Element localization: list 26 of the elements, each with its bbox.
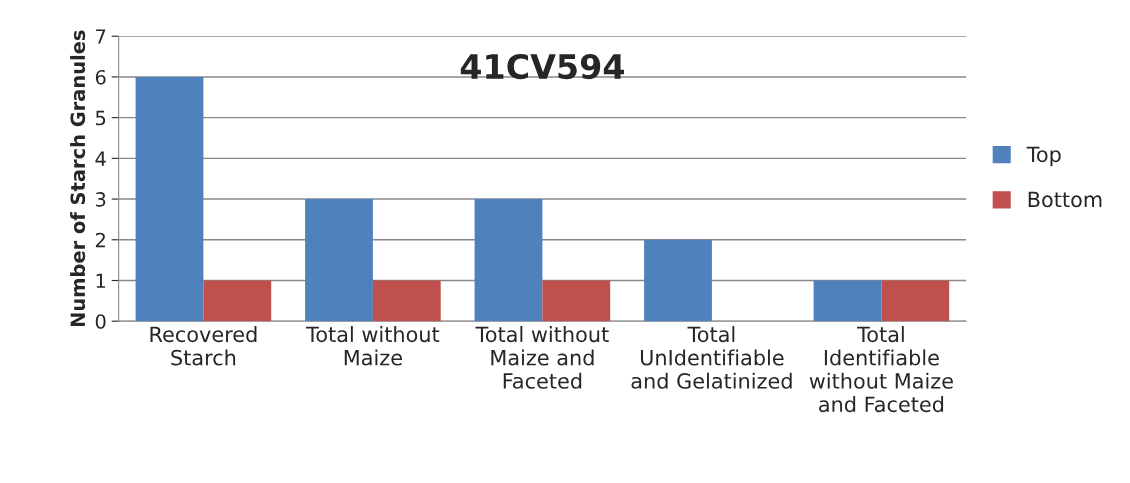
bar: [474, 199, 543, 322]
y-tick-label: 4: [95, 151, 106, 166]
bar: [813, 280, 882, 322]
y-axis-title: Number of Starch Granules: [70, 30, 86, 327]
y-tick-label: 7: [96, 29, 106, 44]
y-tick-label: 5: [95, 110, 106, 126]
x-tick-label: Total Identifiable without Maize and Faceted: [809, 326, 953, 413]
x-tick-label: Recovered Starch: [150, 326, 257, 366]
legend-label: Top: [1026, 146, 1061, 167]
bar: [372, 280, 441, 322]
bar: [542, 280, 611, 322]
bar: [881, 280, 950, 322]
y-tick-label: 1: [96, 273, 106, 288]
y-tick-label: 6: [95, 69, 106, 85]
x-tick-label: Total without Maize: [306, 326, 440, 366]
bar: [305, 199, 373, 322]
y-tick-label: 3: [95, 192, 106, 207]
y-tick-label: 0: [95, 314, 106, 329]
chart-title: 41CV594: [460, 53, 624, 80]
bar: [644, 239, 712, 322]
x-tick-label: Total without Maize and Faceted: [475, 326, 609, 389]
x-tick-label: Total UnIdentifiable and Gelatinized: [631, 326, 792, 389]
legend-label: Bottom: [1028, 191, 1102, 208]
bar: [135, 76, 204, 322]
bar: [203, 280, 272, 322]
y-tick-label: 2: [95, 232, 105, 248]
